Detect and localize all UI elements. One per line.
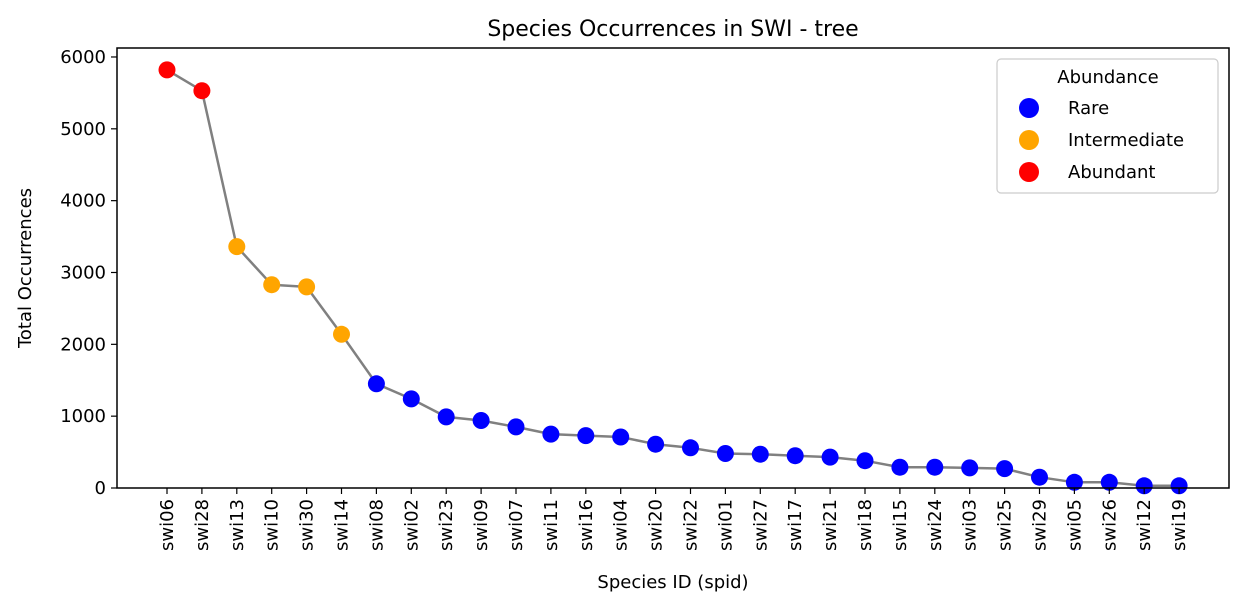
data-point-swi21 bbox=[821, 448, 839, 466]
data-point-swi10 bbox=[263, 276, 281, 294]
data-point-swi04 bbox=[612, 428, 630, 446]
x-tick-label: swi15 bbox=[890, 499, 911, 551]
legend-box bbox=[996, 58, 1219, 194]
x-tick-label: swi05 bbox=[1064, 499, 1085, 551]
data-point-swi11 bbox=[542, 425, 560, 443]
plot-area bbox=[158, 61, 1188, 495]
y-tick-label: 0 bbox=[95, 478, 106, 499]
x-tick-label: swi09 bbox=[471, 499, 492, 551]
data-point-swi25 bbox=[996, 460, 1014, 478]
legend-marker-rare bbox=[1019, 98, 1039, 118]
data-point-swi16 bbox=[577, 427, 595, 445]
x-tick-label: swi06 bbox=[157, 499, 178, 551]
data-point-swi29 bbox=[1031, 468, 1048, 486]
data-point-swi13 bbox=[228, 238, 246, 256]
data-point-swi02 bbox=[402, 390, 420, 408]
legend-entries: Rare Intermediate Abundant bbox=[1019, 98, 1184, 183]
x-tick-label: swi27 bbox=[750, 499, 771, 551]
y-axis: 0 1000 2000 3000 4000 5000 6000 bbox=[60, 47, 117, 499]
x-tick-label: swi02 bbox=[401, 499, 422, 551]
x-tick-label: swi29 bbox=[1030, 499, 1051, 551]
x-tick-label: swi19 bbox=[1169, 499, 1190, 551]
data-point-swi20 bbox=[647, 435, 665, 453]
data-point-swi14 bbox=[333, 325, 350, 343]
x-tick-label: swi03 bbox=[960, 499, 981, 551]
legend-title: Abundance bbox=[1057, 67, 1158, 88]
legend-marker-intermediate bbox=[1019, 130, 1039, 150]
data-point-swi26 bbox=[1100, 473, 1118, 491]
x-tick-label: swi26 bbox=[1099, 499, 1120, 551]
x-tick-label: swi28 bbox=[192, 499, 213, 551]
x-tick-label: swi16 bbox=[576, 499, 597, 551]
data-point-swi24 bbox=[926, 458, 944, 476]
plot-frame bbox=[116, 47, 1230, 489]
x-tick-label: swi23 bbox=[436, 499, 457, 551]
data-point-swi07 bbox=[507, 418, 525, 436]
x-tick-label: swi04 bbox=[611, 499, 632, 551]
data-point-swi08 bbox=[367, 375, 385, 393]
data-point-swi12 bbox=[1135, 477, 1153, 495]
legend-label-rare: Rare bbox=[1068, 98, 1109, 119]
data-point-swi03 bbox=[961, 459, 979, 477]
data-point-swi15 bbox=[891, 458, 909, 476]
x-tick-label: swi18 bbox=[855, 499, 876, 551]
x-tick-label: swi17 bbox=[785, 499, 806, 551]
y-tick-label: 1000 bbox=[60, 406, 106, 427]
legend: Abundance Rare Intermediate Abundant bbox=[996, 58, 1219, 194]
x-tick-label: swi10 bbox=[262, 499, 283, 551]
x-axis: swi06 swi28 swi13 swi10 swi30 swi14 swi08 swi02… bbox=[157, 488, 1190, 551]
legend-label-abundant: Abundant bbox=[1068, 162, 1155, 183]
y-tick-label: 6000 bbox=[60, 47, 106, 68]
data-point-swi05 bbox=[1065, 473, 1083, 491]
y-axis-label: Total Occurrences bbox=[15, 188, 36, 349]
x-tick-label: swi01 bbox=[715, 499, 736, 551]
data-point-swi09 bbox=[472, 412, 490, 429]
x-tick-label: swi24 bbox=[925, 499, 946, 551]
x-tick-label: swi08 bbox=[366, 499, 387, 551]
data-point-swi19 bbox=[1170, 477, 1188, 495]
x-tick-label: swi25 bbox=[995, 499, 1016, 551]
data-point-swi30 bbox=[298, 278, 316, 296]
x-tick-label: swi22 bbox=[681, 499, 702, 551]
data-point-swi22 bbox=[682, 439, 699, 457]
data-point-swi28 bbox=[193, 82, 211, 100]
y-tick-label: 2000 bbox=[60, 334, 106, 355]
x-tick-label: swi11 bbox=[541, 499, 562, 551]
x-tick-label: swi13 bbox=[227, 499, 248, 551]
data-point-swi17 bbox=[786, 447, 804, 465]
y-tick-label: 5000 bbox=[60, 119, 106, 140]
data-point-swi01 bbox=[716, 445, 734, 462]
data-point-swi27 bbox=[751, 445, 769, 463]
chart-title: Species Occurrences in SWI - tree bbox=[487, 17, 858, 42]
legend-marker-abundant bbox=[1019, 162, 1039, 182]
y-tick-label: 3000 bbox=[60, 262, 106, 283]
x-tick-label: swi14 bbox=[332, 499, 353, 551]
data-point-swi06 bbox=[158, 61, 176, 79]
x-tick-label: swi30 bbox=[297, 499, 318, 551]
x-tick-label: swi21 bbox=[820, 499, 841, 551]
y-tick-label: 4000 bbox=[60, 191, 106, 212]
legend-label-intermediate: Intermediate bbox=[1068, 130, 1184, 151]
x-tick-label: swi20 bbox=[646, 499, 667, 551]
x-axis-label: Species ID (spid) bbox=[597, 572, 748, 593]
x-tick-label: swi07 bbox=[506, 499, 527, 551]
data-point-swi18 bbox=[856, 452, 874, 470]
data-point-swi23 bbox=[437, 408, 455, 426]
x-tick-label: swi12 bbox=[1134, 499, 1155, 551]
